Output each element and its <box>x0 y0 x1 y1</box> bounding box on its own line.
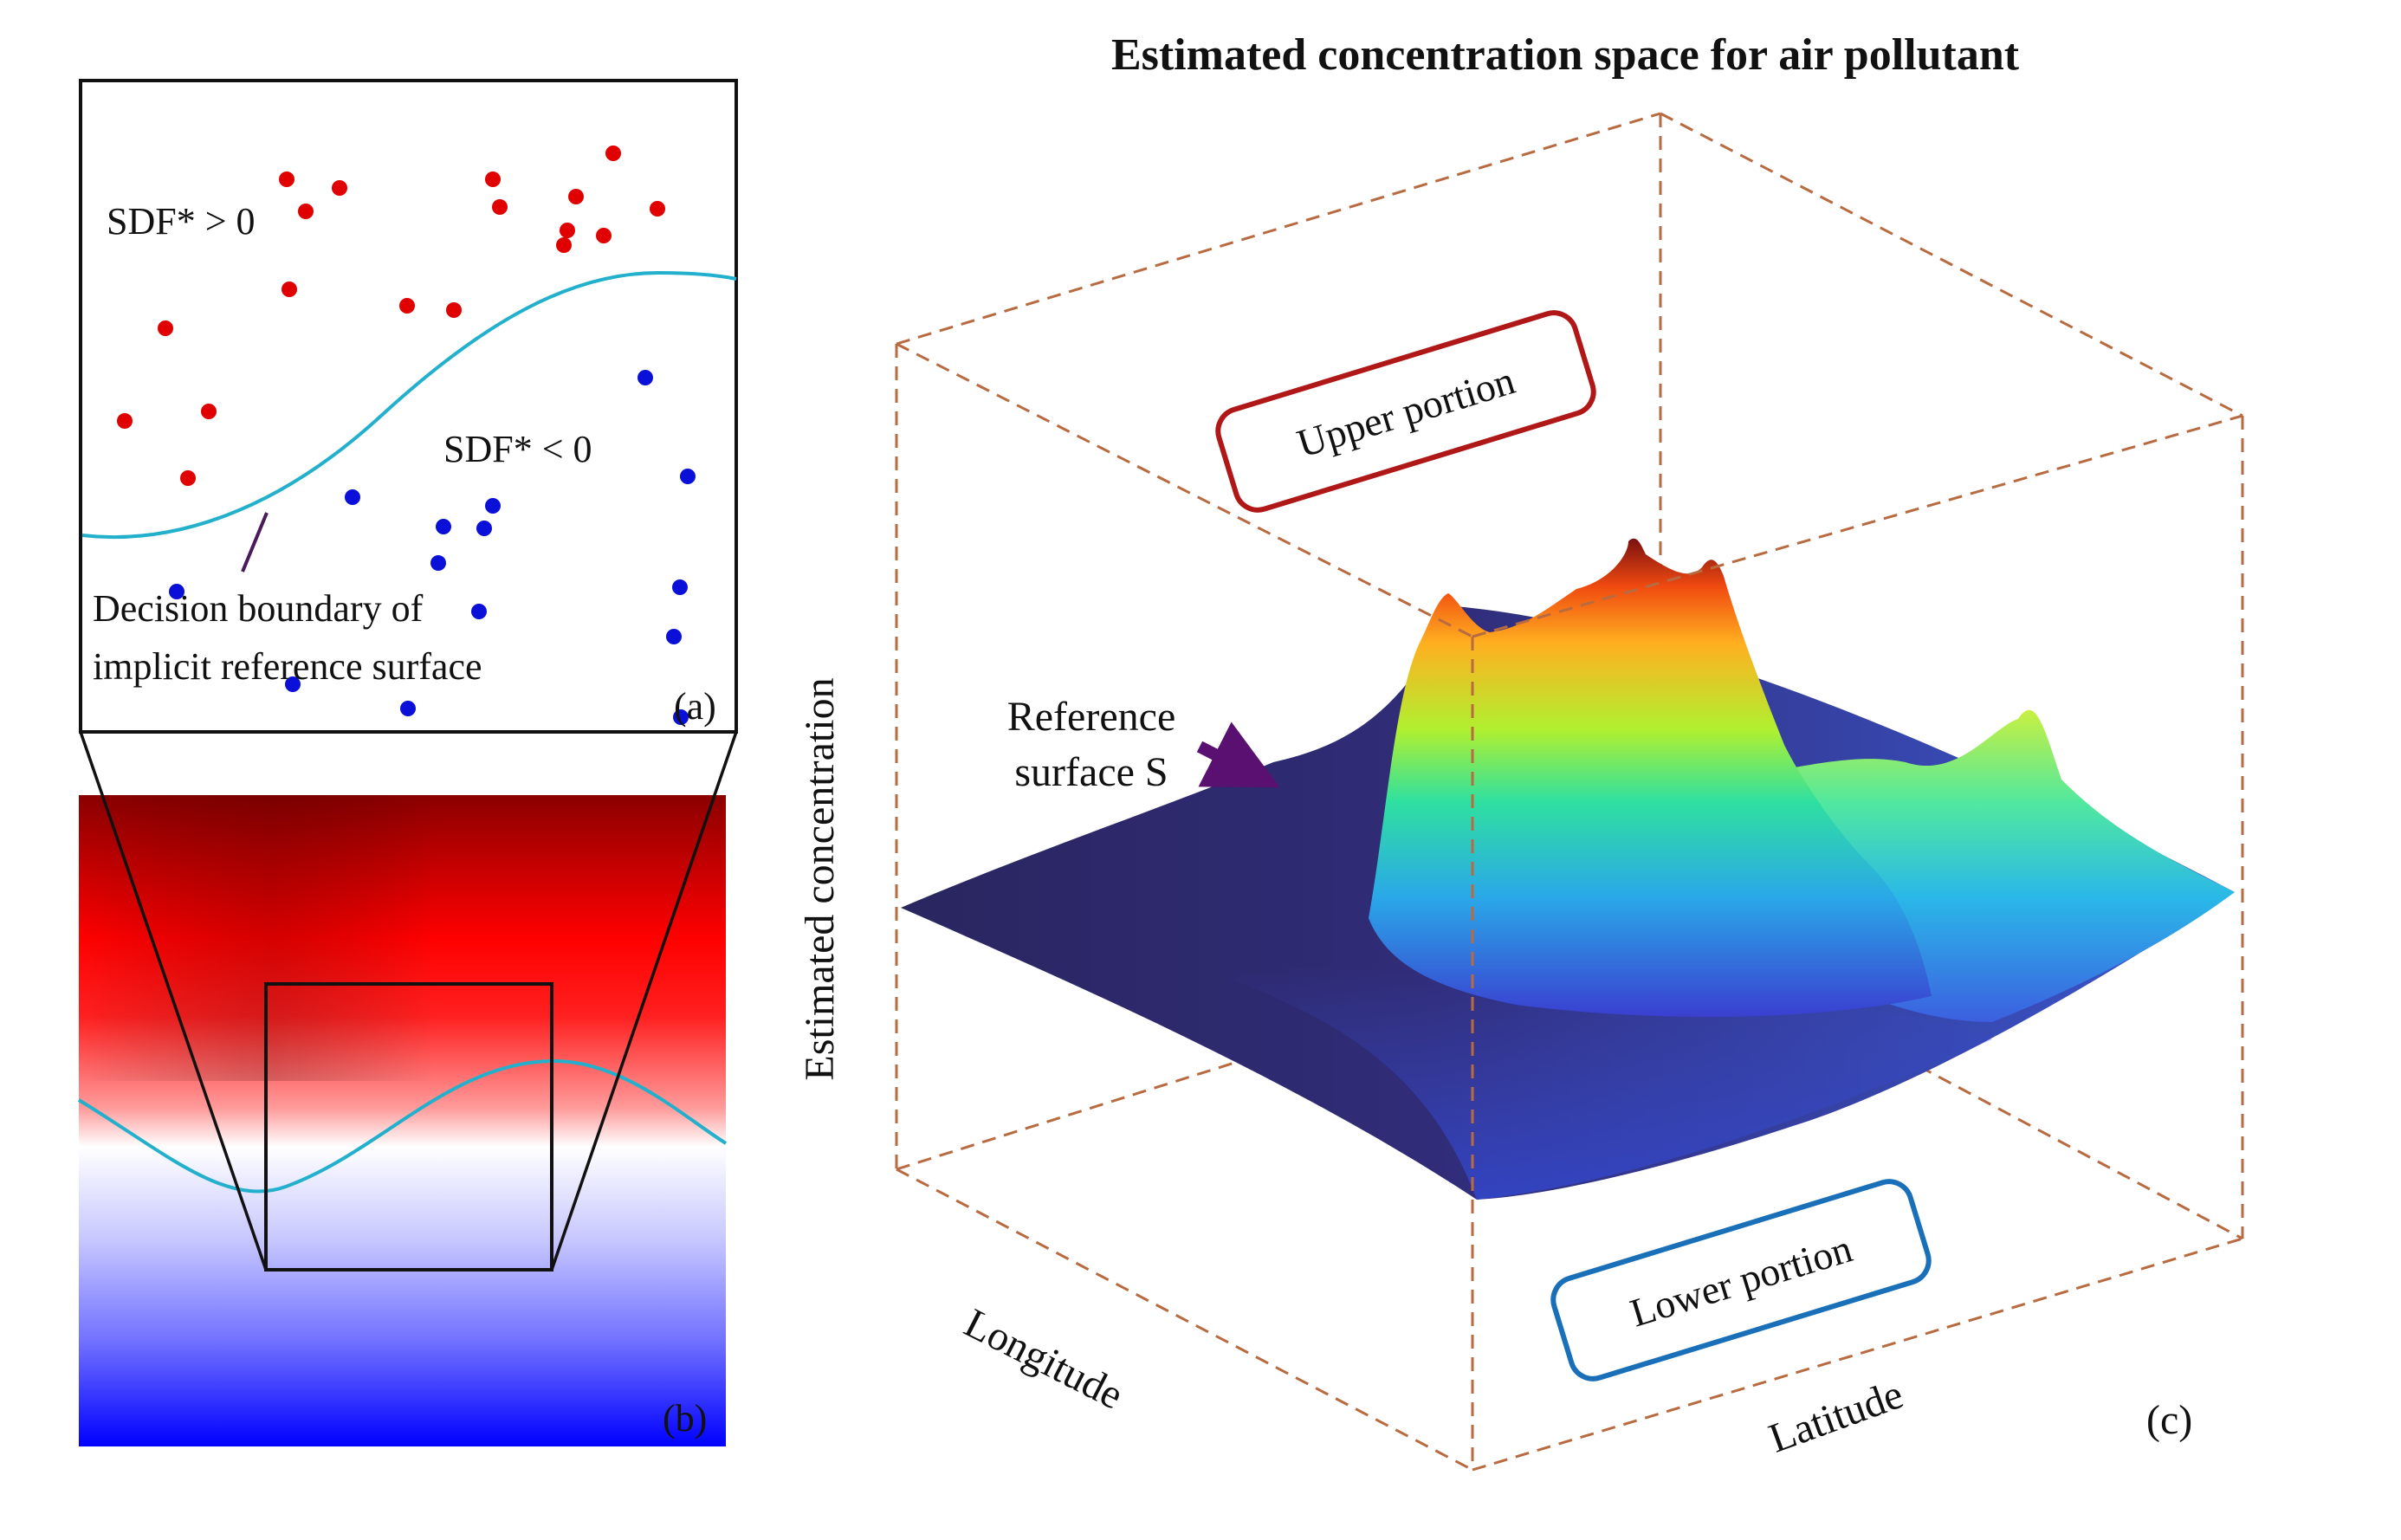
cube-edges-front <box>895 342 2244 1472</box>
positive-point <box>298 204 314 219</box>
positive-point <box>158 320 173 336</box>
negative-point <box>430 555 446 571</box>
positive-point <box>485 171 501 187</box>
reference-label-line2: surface S <box>1014 749 1168 795</box>
negative-point <box>285 676 301 692</box>
negative-region-label: SDF* < 0 <box>443 428 592 470</box>
negative-point <box>637 370 653 385</box>
panel-a-tag: (a) <box>674 685 716 728</box>
sdf-heatmap-shading <box>79 795 726 1081</box>
panel-b: (b) <box>77 795 728 1446</box>
panel-a: SDF* > 0 SDF* < 0 Decision boundary of i… <box>79 79 738 734</box>
positive-point <box>282 281 297 297</box>
panel-b-tag: (b) <box>663 1397 707 1440</box>
figure-title: Estimated concentration space for air po… <box>1111 30 2020 80</box>
positive-point <box>556 237 572 253</box>
positive-region-label: SDF* > 0 <box>107 200 256 243</box>
positive-point <box>399 298 415 314</box>
reference-surface-peaks <box>1369 538 1932 1017</box>
negative-point <box>436 519 451 534</box>
positive-point <box>180 470 196 486</box>
negative-point <box>680 469 696 484</box>
positive-points <box>117 146 665 486</box>
z-axis-label: Estimated concentration <box>797 677 843 1080</box>
decision-boundary-curve-a <box>81 270 737 540</box>
lower-portion-tag: Lower portion <box>1550 1179 1932 1381</box>
negative-point <box>476 521 492 536</box>
positive-point <box>605 146 621 161</box>
panel-a-frame <box>79 79 738 734</box>
positive-point <box>492 199 508 215</box>
positive-point <box>446 302 462 318</box>
boundary-pointer-line <box>241 512 269 573</box>
negative-point <box>169 584 184 599</box>
zoom-connector-right <box>550 731 738 1271</box>
x-axis-label: Longitude <box>957 1300 1130 1419</box>
reference-label-line1: Reference <box>1007 694 1176 740</box>
negative-points <box>169 370 696 725</box>
positive-point <box>560 223 575 238</box>
reference-surface-front-shade <box>1230 964 1992 1200</box>
positive-point <box>650 201 665 217</box>
upper-portion-box <box>1215 310 1596 513</box>
zoom-region-box <box>264 982 553 1271</box>
positive-point <box>568 189 584 204</box>
reference-arrow <box>1196 721 1280 788</box>
positive-point <box>332 180 347 196</box>
positive-point <box>201 404 217 419</box>
positive-point <box>596 228 612 243</box>
panel-c: Upper portion Lower portion Reference su… <box>797 112 2244 1472</box>
negative-point <box>666 629 682 644</box>
boundary-label-line1: Decision boundary of <box>93 587 424 630</box>
boundary-label-line2: implicit reference surface <box>93 645 482 688</box>
decision-boundary-curve-b <box>77 1058 728 1194</box>
negative-point <box>345 489 360 505</box>
panel-c-tag: (c) <box>2146 1397 2192 1443</box>
lower-portion-box <box>1550 1179 1932 1381</box>
negative-point <box>672 579 688 595</box>
negative-point <box>485 498 501 514</box>
negative-point <box>400 701 416 716</box>
y-axis-label: Latitude <box>1763 1371 1908 1462</box>
zoom-connector-left <box>79 731 268 1271</box>
negative-point <box>673 709 689 725</box>
negative-point <box>471 604 487 619</box>
upper-portion-tag: Upper portion <box>1215 310 1596 513</box>
positive-point <box>279 171 294 187</box>
positive-point <box>117 413 133 429</box>
